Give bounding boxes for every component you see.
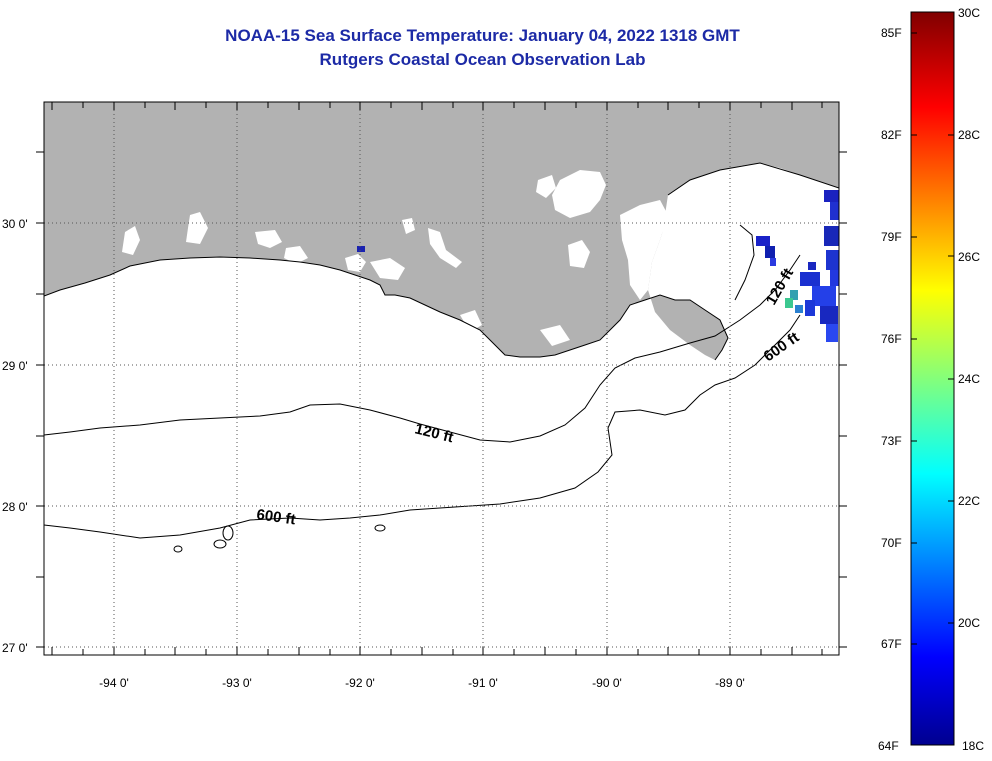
cloud-patch — [122, 226, 140, 255]
cloud-patch — [345, 254, 366, 272]
cloud-patch — [568, 240, 590, 268]
lat-tick-label: 29 0' — [2, 359, 28, 373]
coastline — [44, 256, 729, 361]
colorbar-label-f: 85F — [881, 26, 902, 40]
contour-120ft — [44, 254, 801, 443]
colorbar-label-f: 67F — [881, 637, 902, 651]
lon-tick-label: -91 0' — [468, 676, 498, 690]
axis-ticks — [36, 102, 847, 655]
colorbar-label-f: 64F — [878, 739, 899, 753]
contour-600ft — [44, 314, 801, 539]
cloud-patch — [552, 170, 606, 218]
map-subtitle: Rutgers Coastal Ocean Observation Lab — [319, 50, 646, 69]
lat-tick-label: 28 0' — [2, 500, 28, 514]
colorbar-label-f: 70F — [881, 536, 902, 550]
cloud-patch — [460, 310, 482, 332]
colorbar-label-c: 24C — [958, 372, 981, 386]
coastline — [667, 162, 839, 196]
lon-tick-label: -94 0' — [99, 676, 129, 690]
map-border — [43, 101, 840, 656]
colorbar-label-f: 82F — [881, 128, 902, 142]
colorbar-label-c: 30C — [958, 6, 981, 20]
contour-closed — [374, 524, 386, 532]
cloud-patch — [402, 218, 415, 234]
lat-tick-label: 30 0' — [2, 217, 28, 231]
colorbar-label-f: 79F — [881, 230, 902, 244]
map-title: NOAA-15 Sea Surface Temperature: January… — [225, 26, 740, 45]
lon-tick-label: -93 0' — [222, 676, 252, 690]
cloud-patch — [284, 246, 308, 264]
lat-tick-label: 27 0' — [2, 641, 28, 655]
contour-closed — [213, 539, 227, 549]
cloud-patch — [255, 230, 282, 248]
lon-tick-label: -89 0' — [715, 676, 745, 690]
colorbar-label-f: 73F — [881, 434, 902, 448]
cloud-patch — [536, 175, 556, 198]
cloud-patch — [620, 200, 668, 300]
colorbar-label-c: 26C — [958, 250, 981, 264]
colorbar-label-c: 22C — [958, 494, 981, 508]
colorbar-label-c: 28C — [958, 128, 981, 142]
colorbar-label-c: 18C — [962, 739, 985, 753]
contour-label-600ft: 600 ft — [255, 506, 296, 528]
cloud-patch — [540, 325, 570, 346]
cloud-patch — [186, 212, 208, 244]
colorbar-label-f: 76F — [881, 332, 902, 346]
sst-pixels — [357, 190, 839, 342]
graticule — [44, 102, 839, 655]
coastline — [734, 224, 755, 301]
cloud-patch — [370, 258, 405, 280]
contour-closed — [173, 545, 183, 553]
lon-tick-label: -90 0' — [592, 676, 622, 690]
cloud-patch — [428, 228, 462, 268]
lon-tick-label: -92 0' — [345, 676, 375, 690]
contour-closed — [222, 525, 234, 541]
colorbar — [910, 11, 955, 746]
colorbar-label-c: 20C — [958, 616, 981, 630]
colorbar-ticks — [911, 32, 954, 645]
